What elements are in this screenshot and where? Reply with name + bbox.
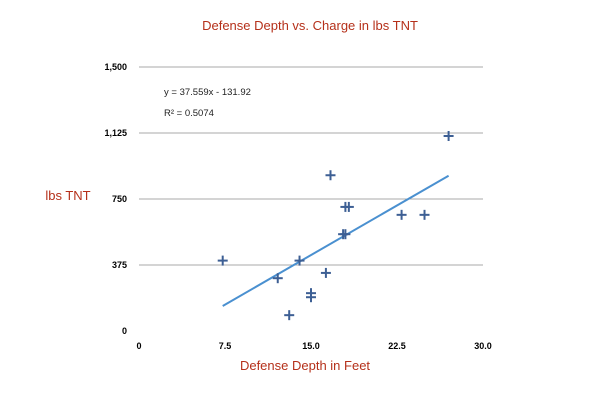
data-point <box>340 229 351 240</box>
data-point <box>284 310 295 321</box>
y-tick-labels: 0 375 750 1,125 1,500 <box>104 62 127 336</box>
data-point <box>272 273 283 284</box>
x-tick-label: 22.5 <box>388 341 406 351</box>
data-point <box>217 255 228 266</box>
data-point <box>396 209 407 220</box>
r-squared: R² = 0.5074 <box>164 108 214 119</box>
data-point <box>419 209 430 220</box>
data-point <box>443 130 454 141</box>
data-point <box>306 292 316 303</box>
x-tick-label: 7.5 <box>219 341 232 351</box>
y-axis-label: lbs TNT <box>45 188 90 203</box>
y-tick-label: 0 <box>122 326 127 336</box>
x-tick-label: 15.0 <box>302 341 320 351</box>
trendline <box>222 174 450 307</box>
y-tick-label: 1,500 <box>104 62 127 72</box>
y-tick-label: 750 <box>112 194 127 204</box>
x-tick-label: 0 <box>136 341 141 351</box>
x-tick-labels: 0 7.5 15.0 22.5 30.0 <box>136 341 491 351</box>
y-tick-label: 375 <box>112 260 127 270</box>
data-point <box>343 201 354 212</box>
data-points <box>217 130 454 321</box>
grid-lines <box>139 66 483 266</box>
x-tick-label: 30.0 <box>474 341 492 351</box>
data-point <box>294 255 305 266</box>
data-point <box>325 170 336 181</box>
y-tick-label: 1,125 <box>104 128 127 138</box>
data-point <box>320 267 331 278</box>
chart-title: Defense Depth vs. Charge in lbs TNT <box>202 18 418 33</box>
trendline-equation: y = 37.559x - 131.92 <box>164 87 251 98</box>
x-axis-label: Defense Depth in Feet <box>240 358 370 373</box>
